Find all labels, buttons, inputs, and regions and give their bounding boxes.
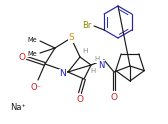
Text: Br: Br	[82, 20, 92, 30]
Text: S: S	[68, 33, 74, 43]
Text: O: O	[76, 95, 83, 105]
Text: N: N	[98, 61, 104, 69]
Text: Me: Me	[27, 37, 37, 43]
Text: Me: Me	[27, 51, 37, 57]
Text: O⁻: O⁻	[31, 82, 41, 92]
Text: N: N	[60, 69, 66, 78]
Text: H: H	[90, 68, 96, 74]
Text: Na⁺: Na⁺	[10, 104, 26, 112]
Text: O: O	[18, 53, 26, 62]
Text: H: H	[94, 56, 100, 62]
Text: H: H	[82, 48, 88, 54]
Text: H: H	[94, 57, 100, 63]
Text: O: O	[111, 93, 117, 102]
